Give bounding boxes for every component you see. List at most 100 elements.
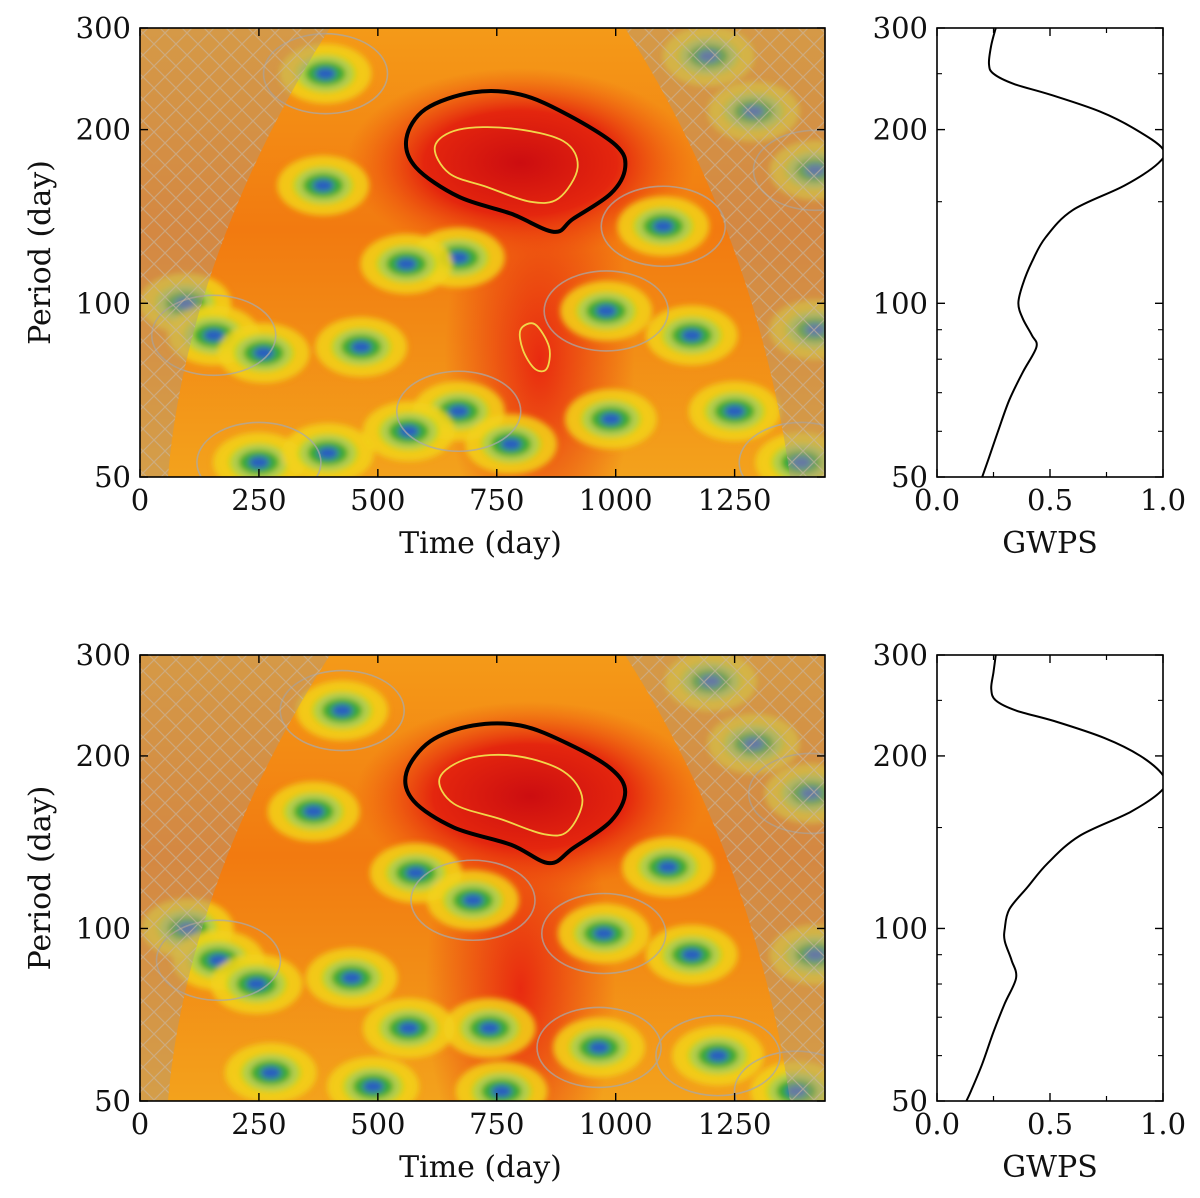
island-core bbox=[681, 948, 702, 961]
x-tick-label: 500 bbox=[350, 1107, 405, 1141]
significance-contour bbox=[403, 89, 628, 234]
x-tick-label: 1000 bbox=[579, 1107, 653, 1141]
gwps-y-tick-label: 100 bbox=[873, 911, 928, 945]
contour-loop bbox=[536, 1006, 662, 1089]
island-core bbox=[363, 1080, 384, 1093]
contour-loop bbox=[410, 859, 536, 942]
gwps-y-tick-label: 300 bbox=[873, 638, 928, 672]
island-contour bbox=[709, 395, 760, 428]
gwps-y-tick-label: 200 bbox=[873, 113, 928, 147]
gwps-x-tick-label: 1.0 bbox=[1140, 1107, 1186, 1141]
x-tick-label: 0 bbox=[131, 483, 149, 517]
island-contour bbox=[574, 1031, 624, 1064]
gwps-x-axis-title: GWPS bbox=[1002, 526, 1098, 561]
gwps-curve bbox=[981, 28, 1163, 477]
island-core bbox=[405, 866, 426, 879]
secondary-inner-contour bbox=[518, 322, 551, 373]
island-contour bbox=[486, 428, 536, 460]
island-core bbox=[396, 257, 417, 270]
island-core bbox=[351, 340, 372, 353]
gwps-y-tick-label: 50 bbox=[891, 1084, 928, 1118]
island bbox=[560, 280, 653, 341]
island-core bbox=[658, 861, 679, 874]
island bbox=[688, 381, 781, 442]
peak-blob bbox=[345, 68, 696, 259]
island-contour bbox=[326, 962, 377, 994]
island-core bbox=[653, 220, 674, 233]
gwps-x-tick-label: 0.5 bbox=[1027, 483, 1073, 517]
y-axis-title: Period (day) bbox=[23, 786, 58, 971]
island-contour bbox=[448, 884, 498, 917]
gwps-x-axis-title: GWPS bbox=[1002, 1150, 1098, 1185]
island-core bbox=[681, 329, 702, 342]
island-contour bbox=[667, 938, 717, 971]
y-tick-label: 200 bbox=[76, 113, 131, 147]
y-tick-label: 100 bbox=[76, 286, 131, 320]
island bbox=[327, 1056, 420, 1101]
island-contour bbox=[384, 1012, 434, 1044]
heatmap bbox=[140, 655, 825, 1101]
x-tick-label: 500 bbox=[350, 483, 405, 517]
island-contour bbox=[581, 295, 631, 327]
gwps-panel-1: 0.0 0.5 1.0 50 100 200 300 GWPS bbox=[873, 11, 1186, 561]
island-core bbox=[317, 447, 338, 460]
island bbox=[362, 401, 455, 462]
island bbox=[426, 870, 519, 931]
y-tick-label: 300 bbox=[76, 638, 131, 672]
island-contour bbox=[384, 415, 434, 448]
gwps-panel-2: 0.0 0.5 1.0 50 100 200 300 GWPS bbox=[873, 638, 1186, 1185]
x-tick-label: 750 bbox=[469, 1107, 524, 1141]
island-core bbox=[332, 704, 353, 717]
x-tick-label: 1250 bbox=[698, 483, 772, 517]
island-core bbox=[479, 1022, 500, 1035]
x-axis-title: Time (day) bbox=[399, 1150, 562, 1185]
island bbox=[224, 1042, 317, 1101]
x-tick-label: 250 bbox=[231, 1107, 286, 1141]
island-contour bbox=[579, 917, 629, 950]
coi-right-hatch bbox=[625, 655, 825, 1101]
y-tick-label: 200 bbox=[76, 739, 131, 773]
island-core bbox=[462, 894, 483, 907]
island-core bbox=[248, 456, 269, 469]
island-contour bbox=[693, 1039, 743, 1072]
island bbox=[645, 924, 738, 985]
x-tick-label: 750 bbox=[469, 483, 524, 517]
island bbox=[212, 432, 305, 477]
island-contour bbox=[288, 795, 339, 828]
contour-loop bbox=[655, 1014, 781, 1097]
island-core bbox=[724, 405, 745, 418]
heatmap bbox=[140, 28, 825, 477]
gwps-x-tick-label: 0.5 bbox=[1027, 1107, 1073, 1141]
island-contour bbox=[246, 1057, 296, 1089]
gwps-x-tick-label: 1.0 bbox=[1140, 483, 1186, 517]
island-core bbox=[448, 405, 469, 418]
island bbox=[564, 389, 657, 450]
contour-loop bbox=[541, 892, 667, 975]
island-core bbox=[707, 1049, 728, 1062]
x-tick-label: 1250 bbox=[698, 1107, 772, 1141]
island-core bbox=[398, 1022, 419, 1035]
island-contour bbox=[391, 857, 441, 889]
island-contour bbox=[298, 169, 348, 202]
inner-contour bbox=[438, 753, 584, 837]
island bbox=[296, 680, 389, 741]
island-contour bbox=[638, 210, 689, 242]
x-tick-label: 1000 bbox=[579, 483, 653, 517]
island-core bbox=[448, 251, 469, 264]
heatmap-frame bbox=[139, 27, 826, 478]
island-core bbox=[315, 67, 336, 80]
island bbox=[360, 233, 453, 294]
heatmap-frame bbox=[139, 654, 826, 1102]
peak-blob bbox=[355, 701, 706, 892]
island-contour bbox=[317, 694, 367, 727]
island-contour bbox=[381, 248, 432, 280]
island-contour bbox=[667, 319, 717, 352]
island bbox=[622, 837, 715, 898]
island-core bbox=[260, 1066, 281, 1079]
island-core bbox=[313, 179, 334, 192]
gwps-y-tick-label: 200 bbox=[873, 739, 928, 773]
island bbox=[267, 781, 360, 842]
island bbox=[645, 305, 738, 366]
